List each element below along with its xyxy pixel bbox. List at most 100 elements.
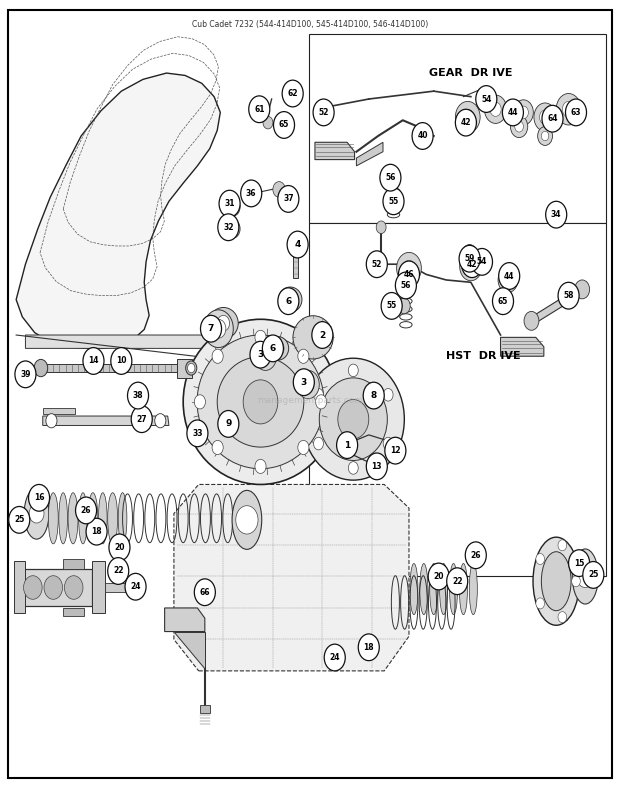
Circle shape [297,370,319,399]
Text: 3: 3 [301,377,307,387]
Circle shape [558,611,567,623]
Text: 34: 34 [551,210,562,219]
Ellipse shape [48,492,58,544]
Circle shape [562,102,575,117]
Circle shape [386,193,398,209]
Circle shape [503,273,513,286]
Text: 42: 42 [461,118,471,127]
Circle shape [366,251,388,277]
Polygon shape [63,608,84,616]
Polygon shape [531,285,583,325]
Circle shape [513,100,533,125]
Circle shape [194,579,215,606]
Ellipse shape [319,378,388,460]
Ellipse shape [267,336,289,360]
Circle shape [255,459,266,474]
Text: 31: 31 [224,199,235,208]
Circle shape [471,248,492,275]
Circle shape [397,252,422,284]
Polygon shape [177,359,192,378]
Circle shape [128,382,149,409]
Ellipse shape [217,357,304,447]
Circle shape [303,377,314,392]
Ellipse shape [24,488,49,539]
Circle shape [46,414,57,428]
Circle shape [250,341,271,368]
Text: 2: 2 [319,330,326,340]
Text: 9: 9 [225,419,231,429]
Circle shape [572,576,580,587]
Ellipse shape [232,490,262,549]
Circle shape [447,568,467,595]
Text: 62: 62 [288,89,298,98]
Circle shape [380,165,401,191]
Text: 20: 20 [433,572,444,581]
Text: Cub Cadet 7232 (544-414D100, 545-414D100, 546-414D100): Cub Cadet 7232 (544-414D100, 545-414D100… [192,20,428,29]
Circle shape [338,400,369,439]
Circle shape [587,569,600,585]
Ellipse shape [469,563,477,615]
Text: 26: 26 [471,551,481,559]
Text: 14: 14 [88,356,99,366]
Circle shape [383,188,404,214]
Ellipse shape [541,552,571,611]
Polygon shape [18,569,92,607]
Bar [309,222,606,577]
Circle shape [515,121,523,132]
Text: 54: 54 [481,95,492,103]
Circle shape [575,280,590,299]
Circle shape [324,644,345,671]
Circle shape [536,553,544,564]
Ellipse shape [183,319,338,485]
Circle shape [542,106,563,132]
Ellipse shape [420,563,428,615]
Text: 40: 40 [417,132,428,140]
Polygon shape [43,408,75,414]
Circle shape [243,380,278,424]
Circle shape [313,99,334,126]
Circle shape [348,364,358,377]
Ellipse shape [118,492,127,544]
Circle shape [536,598,544,609]
Circle shape [278,185,299,212]
Ellipse shape [278,287,302,312]
Text: 8: 8 [371,391,377,400]
Circle shape [131,406,153,433]
Circle shape [459,252,482,281]
Circle shape [502,99,523,126]
Text: 59: 59 [464,255,475,263]
Text: 7: 7 [208,324,214,333]
Text: 16: 16 [34,493,44,502]
Circle shape [549,203,566,225]
Text: 15: 15 [574,559,584,567]
Circle shape [284,292,296,307]
Circle shape [498,267,518,292]
Ellipse shape [34,359,48,377]
Polygon shape [174,631,205,669]
Circle shape [218,214,239,240]
Text: 58: 58 [564,292,574,300]
Polygon shape [315,143,355,160]
Circle shape [212,349,223,363]
Circle shape [383,388,393,401]
Text: 42: 42 [467,260,477,269]
Polygon shape [200,704,210,712]
Text: 52: 52 [371,260,382,269]
Text: 18: 18 [91,527,102,536]
Circle shape [455,102,480,133]
Ellipse shape [440,563,448,615]
Text: 25: 25 [14,515,24,524]
Circle shape [376,221,386,233]
Circle shape [225,219,240,238]
Text: 13: 13 [371,462,382,471]
Circle shape [249,96,270,123]
Circle shape [14,511,27,526]
Circle shape [282,80,303,107]
Circle shape [381,292,402,319]
Polygon shape [8,10,612,778]
Circle shape [363,382,384,409]
Polygon shape [293,238,298,277]
Circle shape [553,209,562,220]
Circle shape [285,89,298,105]
Circle shape [316,395,327,409]
